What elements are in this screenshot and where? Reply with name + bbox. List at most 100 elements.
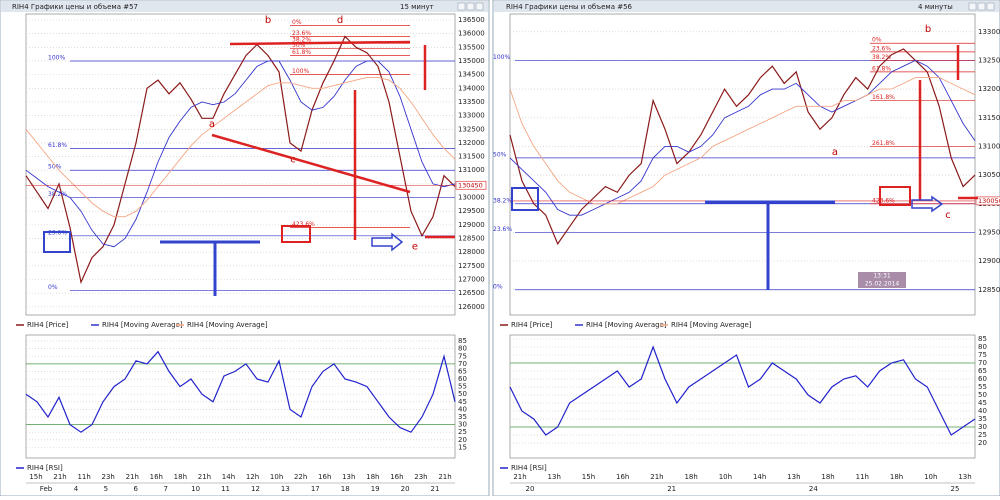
last-price-tag bbox=[455, 180, 487, 190]
fib-label: 38.2% bbox=[292, 37, 311, 44]
window-button[interactable] bbox=[977, 2, 986, 11]
x-sub-label: 18 bbox=[341, 485, 350, 493]
fib-label: 23.6% bbox=[872, 45, 891, 52]
last-price-tag bbox=[975, 196, 1000, 206]
last-price-label: 130450 bbox=[458, 181, 483, 189]
series-line bbox=[25, 76, 456, 218]
x-tick-label: 16h bbox=[318, 473, 331, 481]
y-tick-label: 126500 bbox=[458, 289, 485, 297]
fib-label: 423.6% bbox=[292, 221, 315, 228]
y-tick-label: 15 bbox=[458, 443, 467, 451]
y-tick-label: 50 bbox=[978, 391, 987, 399]
time-stamp: 25.02.2014 bbox=[865, 281, 900, 288]
wave-label: a bbox=[832, 147, 838, 158]
x-tick-label: 18h bbox=[890, 473, 903, 481]
y-tick-label: 129000 bbox=[458, 221, 485, 229]
y-tick-label: 60 bbox=[458, 375, 467, 383]
y-tick-label: 131500 bbox=[458, 153, 485, 161]
arrow bbox=[911, 195, 944, 213]
y-tick-label: 130000 bbox=[458, 194, 485, 202]
y-tick-label: 131000 bbox=[458, 166, 485, 174]
wave-label: e bbox=[412, 242, 418, 253]
x-tick-label: 13h bbox=[787, 473, 800, 481]
x-tick-label: 21h bbox=[513, 473, 526, 481]
fib-label: 61.8% bbox=[292, 49, 311, 56]
y-tick-label: 131000 bbox=[978, 142, 1000, 150]
y-tick-label: 129500 bbox=[458, 207, 485, 215]
window-frame bbox=[492, 0, 1000, 497]
title-bar[interactable] bbox=[494, 1, 999, 12]
x-tick-label: 23h bbox=[414, 473, 427, 481]
drawing bbox=[211, 133, 411, 194]
window-button[interactable] bbox=[986, 2, 995, 11]
y-tick-label: 134000 bbox=[458, 84, 485, 92]
x-tick-label: 16h bbox=[616, 473, 629, 481]
y-tick-label: 65 bbox=[978, 367, 987, 375]
x-tick-label: 18h bbox=[684, 473, 697, 481]
y-tick-label: 132500 bbox=[458, 125, 485, 133]
fib-label: 38.2% bbox=[872, 54, 891, 61]
title-bar[interactable] bbox=[1, 1, 488, 12]
legend-label: RIH4 [Moving Average] bbox=[102, 321, 183, 329]
plot-area bbox=[25, 334, 456, 459]
x-sub-label: 21 bbox=[667, 485, 676, 493]
fib-label: 0% bbox=[493, 283, 503, 290]
fib-label: 38.2% bbox=[493, 197, 512, 204]
y-tick-label: 30 bbox=[978, 423, 987, 431]
y-tick-label: 50 bbox=[458, 390, 467, 398]
y-tick-label: 35 bbox=[458, 413, 467, 421]
x-tick-label: 21h bbox=[650, 473, 663, 481]
arrow bbox=[371, 232, 404, 252]
y-tick-label: 128000 bbox=[458, 248, 485, 256]
x-tick-label: 18h bbox=[174, 473, 187, 481]
y-tick-label: 65 bbox=[458, 367, 467, 375]
wave-label: b bbox=[925, 24, 931, 35]
wave-label: c bbox=[290, 154, 296, 165]
window-button[interactable] bbox=[466, 2, 475, 11]
window-button[interactable] bbox=[457, 2, 466, 11]
x-sub-label: 21 bbox=[431, 485, 440, 493]
x-sub-label: 10 bbox=[191, 485, 200, 493]
y-tick-label: 70 bbox=[458, 360, 467, 368]
x-tick-label: 14h bbox=[753, 473, 766, 481]
x-sub-label: 7 bbox=[163, 485, 167, 493]
x-tick-label: 13h bbox=[548, 473, 561, 481]
x-tick-label: 22h bbox=[294, 473, 307, 481]
plot-area bbox=[25, 13, 456, 316]
x-tick-label: 10h bbox=[719, 473, 732, 481]
x-tick-label: 21h bbox=[198, 473, 211, 481]
fib-label: 261.8% bbox=[872, 140, 895, 147]
x-tick-label: 21h bbox=[126, 473, 139, 481]
y-tick-label: 45 bbox=[458, 398, 467, 406]
y-tick-label: 80 bbox=[978, 343, 987, 351]
window-title: RIH4 Графики цены и объема #56 bbox=[506, 3, 633, 11]
x-tick-label: 11h bbox=[856, 473, 869, 481]
x-tick-label: 16h bbox=[390, 473, 403, 481]
legend-label: RIH4 [Moving Average] bbox=[671, 321, 752, 329]
x-tick-label: 23h bbox=[102, 473, 115, 481]
series-line bbox=[509, 59, 976, 216]
series-line bbox=[25, 350, 456, 433]
window-button[interactable] bbox=[968, 2, 977, 11]
time-stamp-box bbox=[858, 272, 906, 288]
y-tick-label: 75 bbox=[978, 351, 987, 359]
wave-label: c bbox=[945, 210, 951, 221]
y-tick-label: 55 bbox=[978, 383, 987, 391]
drawing-box bbox=[281, 225, 311, 243]
y-tick-label: 135000 bbox=[458, 57, 485, 65]
y-tick-label: 129500 bbox=[978, 228, 1000, 236]
wave-label: d bbox=[337, 15, 343, 26]
x-tick-label: 13h bbox=[958, 473, 971, 481]
window-button[interactable] bbox=[475, 2, 484, 11]
y-tick-label: 133500 bbox=[458, 98, 485, 106]
x-sub-label: 24 bbox=[809, 485, 818, 493]
legend-label: RIH4 [RSI] bbox=[27, 464, 63, 472]
wave-label: a bbox=[209, 119, 215, 130]
y-tick-label: 127000 bbox=[458, 275, 485, 283]
y-tick-label: 126000 bbox=[458, 303, 485, 311]
fib-label: 0% bbox=[872, 37, 882, 44]
x-sub-label: 13 bbox=[281, 485, 290, 493]
y-tick-label: 127500 bbox=[458, 262, 485, 270]
plot-area bbox=[509, 334, 976, 459]
drawing bbox=[229, 40, 411, 46]
